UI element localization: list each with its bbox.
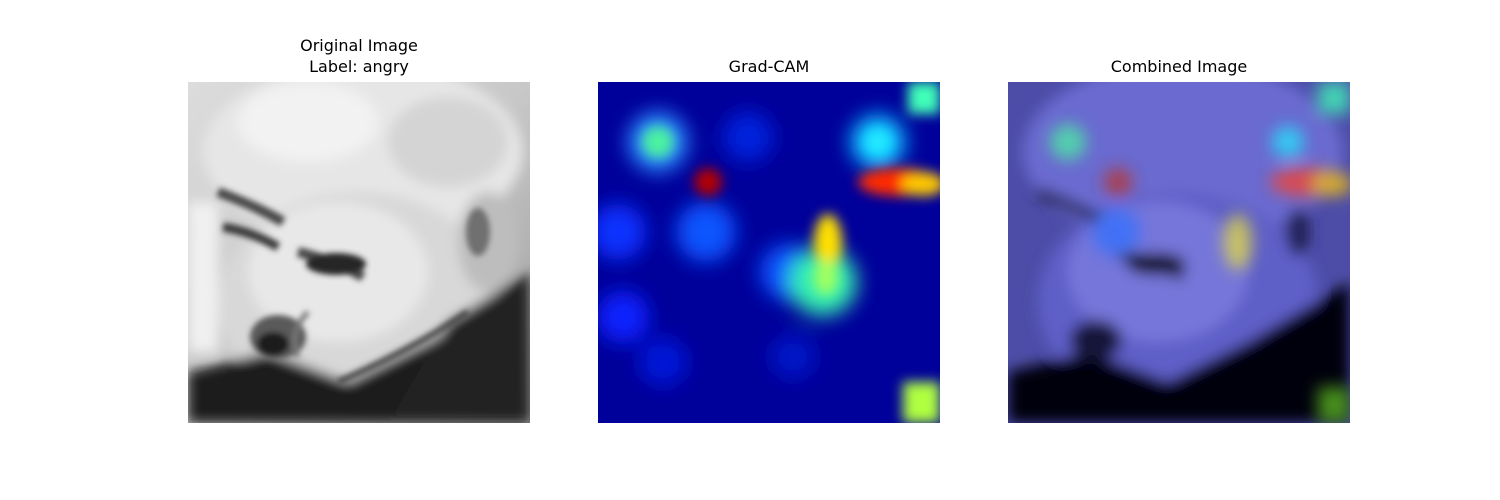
original-image-panel — [188, 82, 530, 423]
combined-image-title: Combined Image — [1110, 57, 1248, 76]
gradcam-title: Grad-CAM — [728, 57, 810, 76]
combined-image — [1008, 82, 1350, 423]
combined-image-panel — [1008, 82, 1350, 423]
original-image-title-line1: Original Image — [300, 36, 418, 55]
original-image-label: Label: angry — [309, 57, 409, 76]
gradcam-heatmap — [598, 82, 940, 423]
gradcam-heatmap-panel — [598, 82, 940, 423]
original-image-title: Original Image Label: angry — [188, 35, 530, 77]
original-image — [188, 82, 530, 423]
